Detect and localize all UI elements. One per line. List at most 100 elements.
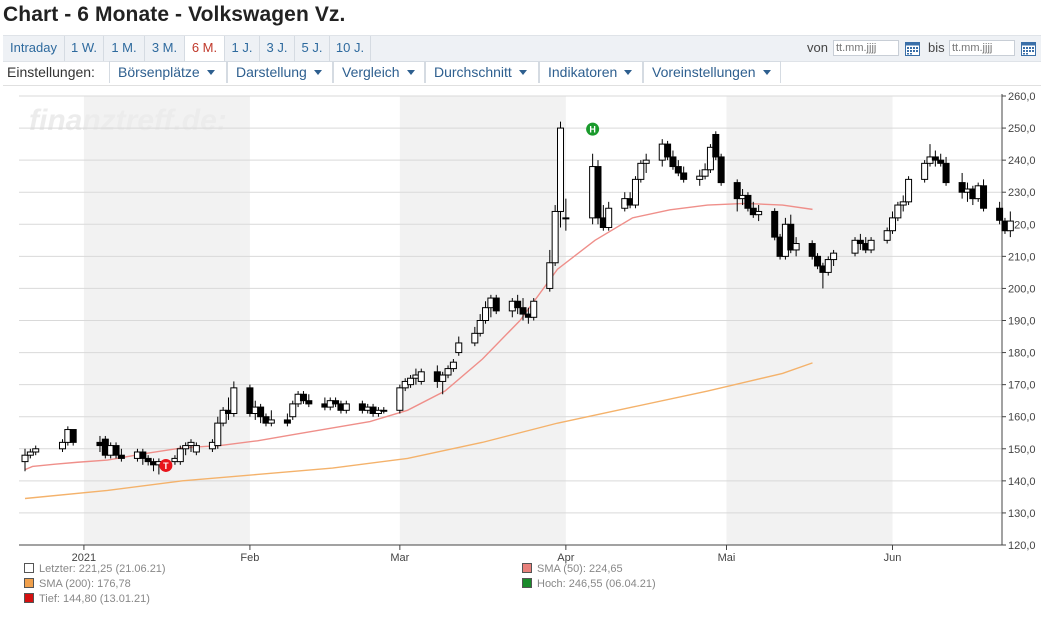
menu-indikatoren[interactable]: Indikatoren	[539, 61, 643, 83]
chevron-down-icon	[406, 69, 415, 75]
candle-body	[58, 441, 66, 450]
y-tick-label: 170,0	[1008, 380, 1036, 392]
candle-body	[514, 300, 522, 309]
legend-text: Hoch: 246,55 (06.04.21)	[537, 578, 656, 590]
tab-3-years[interactable]: 3 J.	[260, 36, 295, 61]
legend-low: Tief: 144,80 (13.01.21)	[24, 593, 150, 605]
calendar-icon[interactable]	[905, 41, 920, 56]
candle-body	[637, 162, 645, 180]
menu-boersenplaetze[interactable]: Börsenplätze	[109, 61, 227, 83]
candle-body	[674, 166, 682, 174]
menu-darstellung[interactable]: Darstellung	[227, 61, 333, 83]
x-tick-label: Mar	[390, 552, 409, 564]
candle-body	[283, 419, 291, 424]
menu-label: Darstellung	[236, 64, 307, 80]
candle-body	[883, 230, 891, 241]
candle-body	[117, 454, 125, 459]
price-chart[interactable]: finanztreff.de: 260,0 250,0 240,0 230,0 220,0…	[3, 86, 1041, 566]
legend-text: SMA (50): 224,65	[537, 563, 623, 575]
candle-body	[139, 451, 147, 459]
tab-intraday[interactable]: Intraday	[3, 36, 65, 61]
candle-body	[889, 217, 897, 232]
candle-body	[905, 178, 913, 203]
chart-area: finanztreff.de: 260,0 250,0 240,0 230,0 220,0…	[3, 85, 1041, 566]
candle-body	[267, 419, 275, 424]
candle-body	[342, 403, 350, 411]
from-date-input[interactable]	[833, 40, 899, 56]
candle-body	[664, 143, 672, 158]
chevron-down-icon	[206, 69, 215, 75]
candle-body	[921, 162, 929, 180]
x-tick-label: Feb	[240, 552, 259, 564]
candle-body	[214, 422, 222, 447]
y-tick-label: 120,0	[1008, 540, 1036, 552]
tab-3-months[interactable]: 3 M.	[145, 36, 185, 61]
candle-body	[680, 172, 688, 180]
candle-body	[332, 400, 340, 405]
tab-6-months[interactable]: 6 M.	[185, 36, 225, 61]
candle-body	[706, 146, 714, 171]
candle-body	[407, 377, 415, 386]
candle-body	[669, 156, 677, 168]
candle-body	[824, 259, 832, 273]
tab-5-years[interactable]: 5 J.	[295, 36, 330, 61]
legend-text: Tief: 144,80 (13.01.21)	[39, 593, 150, 605]
y-tick-label: 150,0	[1008, 444, 1036, 456]
tab-10-years[interactable]: 10 J.	[330, 36, 371, 61]
x-tick-label: Mai	[718, 552, 736, 564]
y-tick-label: 200,0	[1008, 283, 1036, 295]
candle-body	[144, 457, 152, 463]
calendar-icon[interactable]	[1021, 41, 1036, 56]
candle-body	[32, 448, 40, 453]
range-tabs-bar: Intraday 1 W. 1 M. 3 M. 6 M. 1 J. 3 J. 5…	[3, 35, 1041, 62]
legend-swatch	[522, 563, 532, 573]
candle-body	[894, 204, 902, 219]
tab-1-week[interactable]: 1 W.	[65, 36, 104, 61]
candle-body	[417, 371, 425, 382]
legend-last: Letzter: 221,25 (21.06.21)	[24, 563, 166, 575]
candle-body	[26, 451, 34, 456]
candle-body	[476, 320, 484, 334]
y-tick-label: 130,0	[1008, 508, 1036, 520]
candle-body	[444, 368, 452, 376]
candle-body	[69, 429, 77, 443]
candle-body	[530, 300, 538, 318]
watermark-logo: finanztreff.de:	[29, 104, 227, 137]
tab-1-year[interactable]: 1 J.	[225, 36, 260, 61]
candle-body	[937, 159, 945, 164]
chevron-down-icon	[518, 69, 527, 75]
candle-body	[696, 175, 704, 180]
sma-line	[24, 362, 813, 500]
y-tick-label: 220,0	[1008, 219, 1036, 231]
chevron-down-icon	[624, 69, 633, 75]
y-tick-label: 140,0	[1008, 476, 1036, 488]
menu-voreinstellungen[interactable]: Voreinstellungen	[643, 61, 781, 83]
candle-body	[851, 239, 859, 254]
candle-body	[192, 445, 200, 453]
to-date-input[interactable]	[949, 40, 1015, 56]
page-title: Chart - 6 Monate - Volkswagen Vz.	[3, 3, 346, 26]
menu-vergleich[interactable]: Vergleich	[333, 61, 425, 83]
legend-swatch	[522, 578, 532, 588]
candle-body	[733, 182, 741, 200]
menu-durchschnitt[interactable]: Durchschnitt	[425, 61, 539, 83]
candle-body	[230, 387, 238, 415]
y-tick-label: 190,0	[1008, 316, 1036, 328]
candle-body	[374, 409, 382, 415]
candle-body	[112, 445, 120, 456]
candle-body	[182, 445, 190, 450]
marker-badge	[159, 458, 173, 472]
candle-body	[246, 387, 254, 415]
legend-text: Letzter: 221,25 (21.06.21)	[39, 563, 166, 575]
candle-body	[814, 255, 822, 267]
menu-label: Indikatoren	[548, 64, 618, 80]
candle-body	[557, 127, 564, 212]
marker-badge	[586, 122, 600, 136]
candle-body	[187, 441, 195, 447]
tab-1-month[interactable]: 1 M.	[104, 36, 145, 61]
y-tick-label: 250,0	[1008, 123, 1036, 135]
x-tick-label: Jun	[884, 552, 902, 564]
candle-body	[594, 166, 602, 219]
from-date-label: von	[807, 40, 828, 55]
y-tick-label: 210,0	[1008, 251, 1036, 263]
